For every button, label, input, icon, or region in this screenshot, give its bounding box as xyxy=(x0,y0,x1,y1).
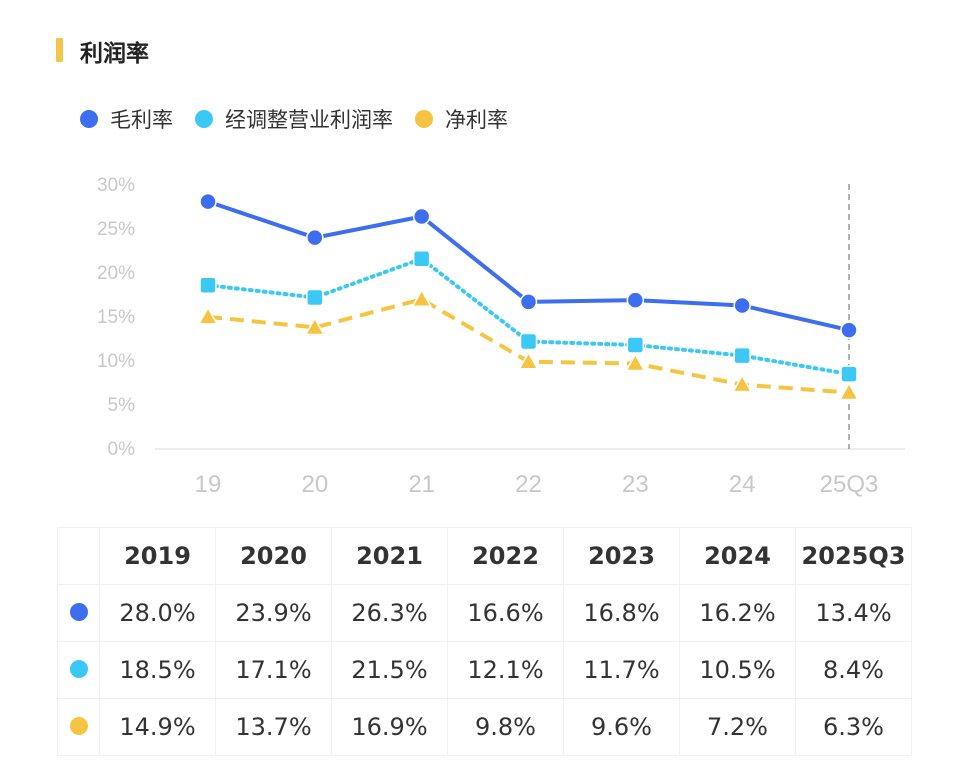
table-header-cell: 2025Q3 xyxy=(795,527,912,585)
table-cell: 26.3% xyxy=(331,584,448,642)
series-dot-icon xyxy=(69,603,88,621)
data-point xyxy=(518,351,539,370)
table-cell: 16.2% xyxy=(679,584,796,642)
series-dot-icon xyxy=(69,660,88,678)
data-point xyxy=(199,192,217,211)
data-point xyxy=(626,336,645,354)
table-cell: 7.2% xyxy=(679,698,796,756)
x-tick-label: 21 xyxy=(408,471,435,498)
table-cell: 13.7% xyxy=(215,698,332,756)
y-tick-label: 30% xyxy=(97,175,135,196)
data-table: 2019 2020 2021 2022 2023 2024 2025Q3 28.0% 23.9%… xyxy=(57,527,912,756)
row-marker-cell xyxy=(57,584,100,642)
legend-item[interactable]: 净利率 xyxy=(415,104,508,134)
table-cell: 18.5% xyxy=(99,641,216,699)
table-cell: 6.3% xyxy=(795,698,912,756)
legend: 毛利率 经调整营业利润率 净利率 xyxy=(80,104,530,134)
legend-label: 毛利率 xyxy=(110,108,173,132)
legend-label: 净利率 xyxy=(445,108,508,132)
legend-item[interactable]: 经调整营业利润率 xyxy=(195,104,393,134)
data-point xyxy=(411,288,432,308)
table-header-cell: 2024 xyxy=(679,527,796,585)
legend-dot-icon xyxy=(195,110,213,128)
data-point xyxy=(731,374,753,393)
x-tick-label: 22 xyxy=(515,471,542,498)
data-point xyxy=(412,250,431,268)
data-point xyxy=(840,321,858,339)
data-point xyxy=(412,207,431,226)
table-cell: 14.9% xyxy=(99,698,216,756)
data-point xyxy=(306,288,324,307)
data-point xyxy=(197,306,219,325)
table-cell: 8.4% xyxy=(795,641,912,699)
row-marker-cell xyxy=(57,698,100,756)
table-cell: 12.1% xyxy=(447,641,564,699)
y-tick-label: 15% xyxy=(97,307,135,328)
data-point xyxy=(304,316,326,336)
data-point xyxy=(838,382,860,401)
table-corner-cell xyxy=(57,527,100,585)
table-header-cell: 2019 xyxy=(99,527,216,585)
legend-dot-icon xyxy=(80,110,98,128)
table-header-cell: 2022 xyxy=(447,527,564,585)
data-point xyxy=(733,296,751,315)
data-point xyxy=(840,365,858,383)
data-point xyxy=(733,346,751,365)
table-row: 18.5% 17.1% 21.5% 12.1% 11.7% 10.5% 8.4% xyxy=(57,641,912,699)
table-cell: 28.0% xyxy=(99,584,216,642)
x-tick-label: 25Q3 xyxy=(820,471,879,498)
line-chart: 0% 5% 10% 15% 20% 25% 30% 19 20 21 22 23 24 25Q3 xyxy=(97,175,905,498)
y-tick-label: 20% xyxy=(97,263,135,284)
table-cell: 16.6% xyxy=(447,584,564,642)
series-line-0 xyxy=(207,199,850,333)
legend-item[interactable]: 毛利率 xyxy=(80,104,173,134)
table-header-cell: 2020 xyxy=(215,527,332,585)
table-cell: 13.4% xyxy=(795,584,912,642)
table-cell: 9.8% xyxy=(447,698,564,756)
data-point xyxy=(519,332,538,351)
table-header-row: 2019 2020 2021 2022 2023 2024 2025Q3 xyxy=(57,527,912,585)
y-tick-label: 5% xyxy=(108,395,136,416)
data-point xyxy=(625,352,646,372)
series-dot-icon xyxy=(69,717,88,735)
table-header-cell: 2021 xyxy=(331,527,448,585)
y-tick-label: 0% xyxy=(108,439,136,460)
row-marker-cell xyxy=(57,641,100,699)
x-tick-label: 20 xyxy=(301,471,328,498)
y-tick-label: 10% xyxy=(97,351,135,372)
table-cell: 23.9% xyxy=(215,584,332,642)
legend-label: 经调整营业利润率 xyxy=(225,108,393,132)
table-cell: 17.1% xyxy=(215,641,332,699)
data-point xyxy=(519,293,538,311)
table-cell: 16.8% xyxy=(563,584,680,642)
data-point xyxy=(626,291,645,309)
table-cell: 11.7% xyxy=(563,641,680,699)
table-row: 28.0% 23.9% 26.3% 16.6% 16.8% 16.2% 13.4% xyxy=(57,584,912,642)
table-cell: 10.5% xyxy=(679,641,796,699)
y-tick-label: 25% xyxy=(97,219,135,240)
chart-title: 利润率 xyxy=(80,41,149,67)
x-tick-label: 19 xyxy=(195,471,222,498)
data-point xyxy=(306,228,324,247)
legend-dot-icon xyxy=(415,110,433,128)
table-cell: 9.6% xyxy=(563,698,680,756)
x-tick-label: 23 xyxy=(622,471,649,498)
title-accent-bar xyxy=(56,38,63,62)
table-header-cell: 2023 xyxy=(563,527,680,585)
table-cell: 16.9% xyxy=(331,698,448,756)
table-cell: 21.5% xyxy=(331,641,448,699)
x-tick-label: 24 xyxy=(729,471,756,498)
data-point xyxy=(199,276,217,294)
table-row: 14.9% 13.7% 16.9% 9.8% 9.6% 7.2% 6.3% xyxy=(57,698,912,756)
